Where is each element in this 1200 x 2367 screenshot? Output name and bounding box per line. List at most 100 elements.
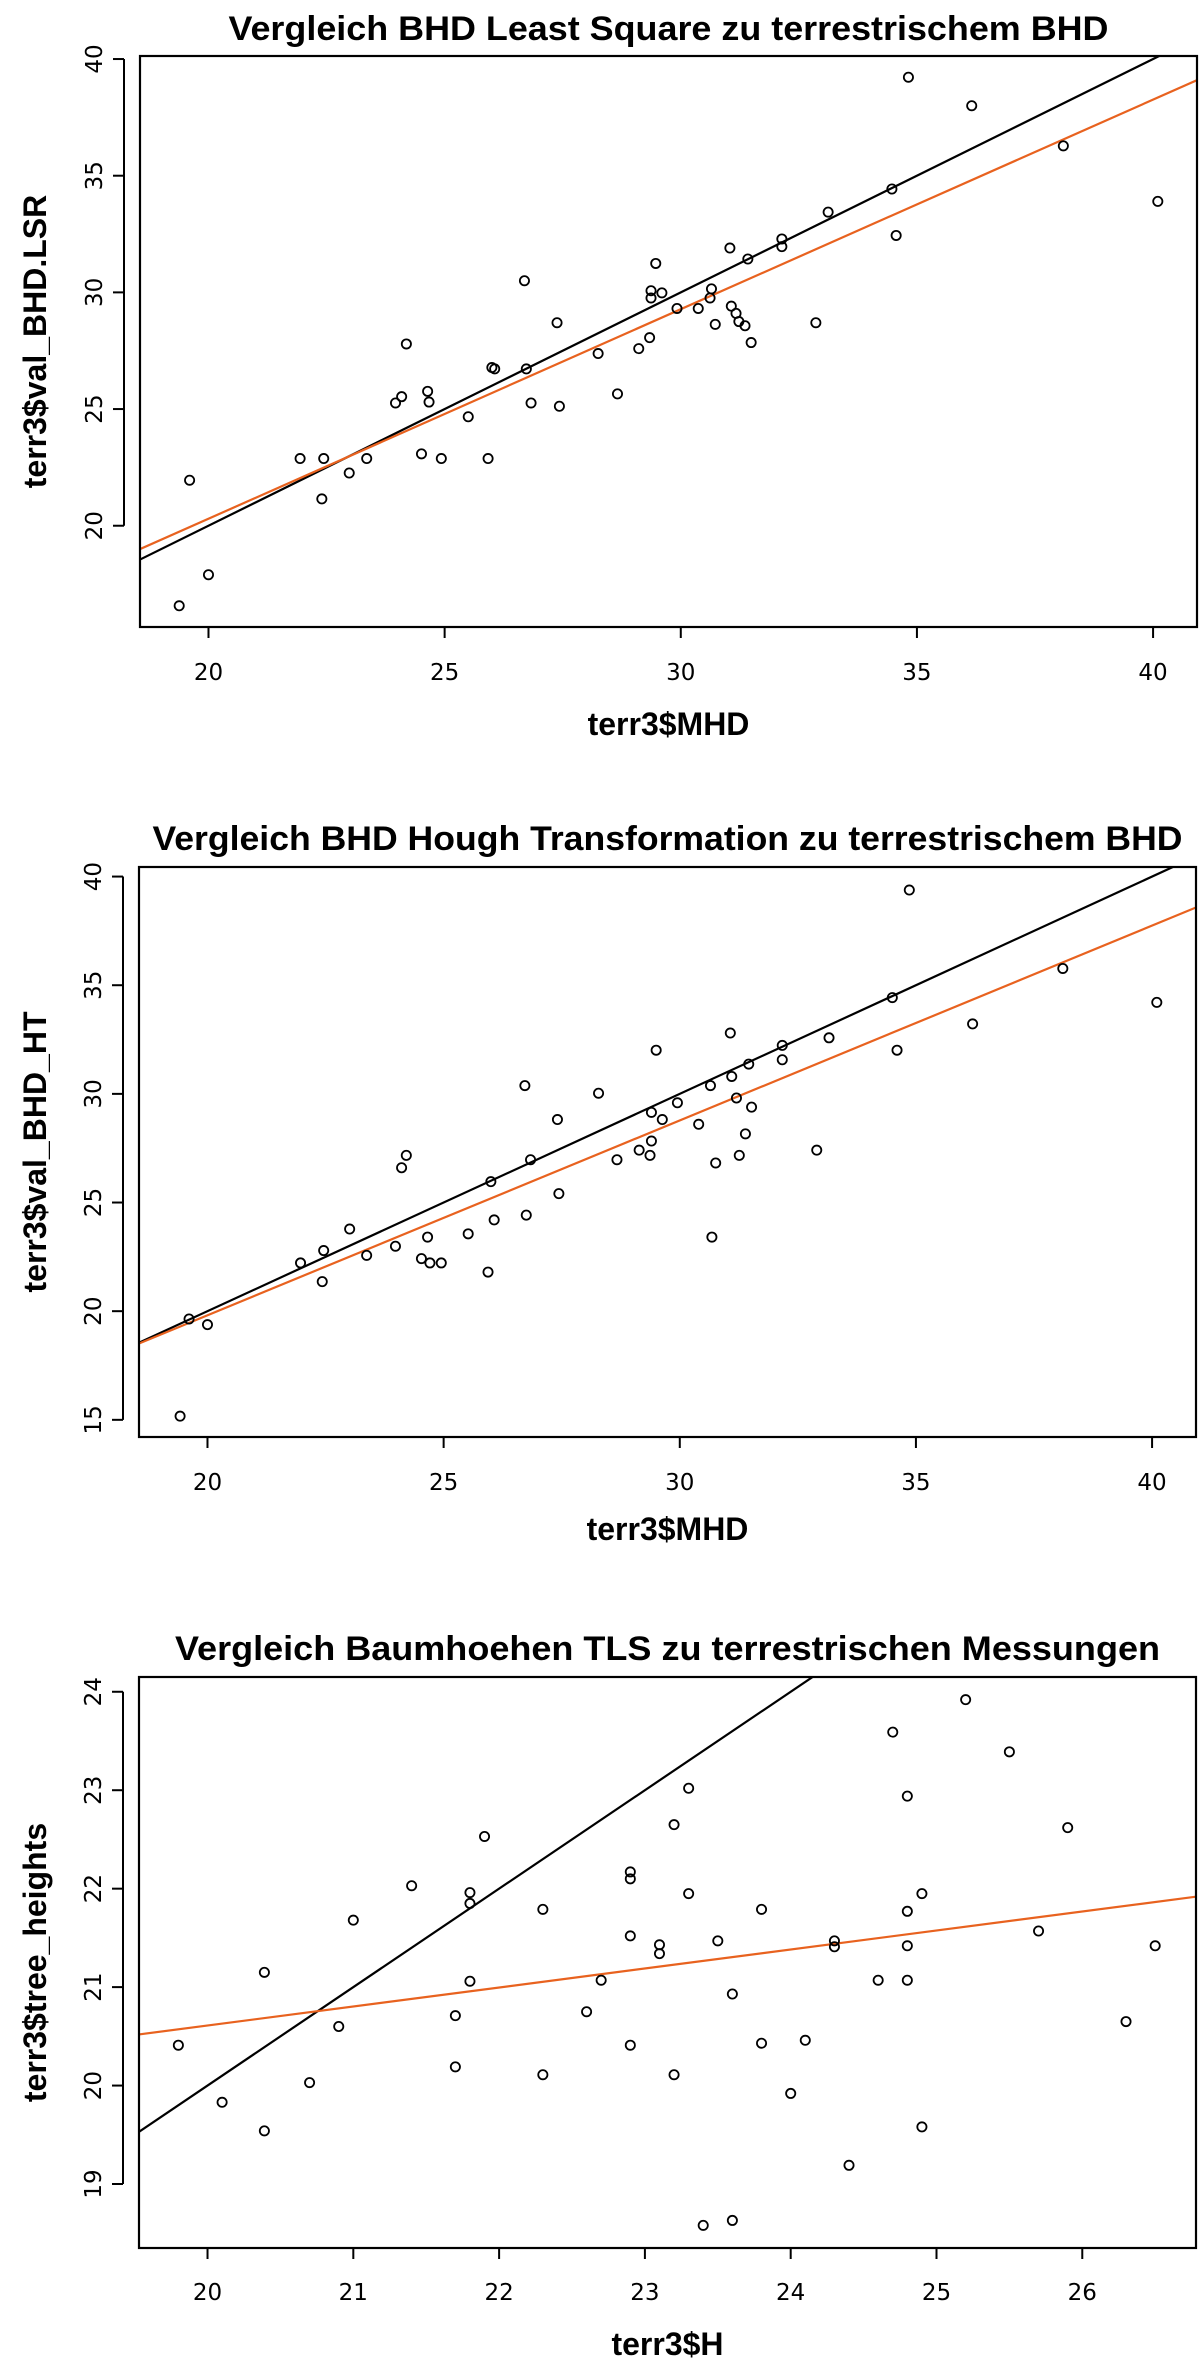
x-tick-label: 24 <box>776 2280 805 2306</box>
y-tick-label: 30 <box>82 278 108 307</box>
data-point <box>811 1144 823 1156</box>
data-point <box>611 1154 623 1166</box>
data-point <box>183 1313 195 1325</box>
data-point <box>671 302 683 314</box>
data-point <box>890 229 902 241</box>
y-tick-label: 40 <box>82 44 108 73</box>
x-tick-label: 20 <box>194 660 223 686</box>
data-point <box>726 2214 738 2226</box>
data-point <box>671 1097 683 1109</box>
data-point <box>1152 195 1164 207</box>
data-point <box>344 1223 356 1235</box>
y-tick-label: 22 <box>81 1874 107 1903</box>
x-tick-label: 35 <box>901 1470 930 1496</box>
x-tick-label: 25 <box>430 660 459 686</box>
data-point <box>645 1106 657 1118</box>
x-tick-label: 30 <box>666 660 695 686</box>
data-point <box>901 1790 913 1802</box>
data-point <box>173 600 185 612</box>
data-point <box>318 1245 330 1257</box>
chart-title: Vergleich BHD Hough Transformation zu te… <box>153 820 1183 858</box>
data-point <box>415 448 427 460</box>
data-point <box>592 348 604 360</box>
data-point <box>730 1092 742 1104</box>
data-point <box>258 2125 270 2137</box>
data-point <box>756 2037 768 2049</box>
data-point <box>891 1044 903 1056</box>
data-point <box>482 1266 494 1278</box>
data-point <box>776 241 788 253</box>
data-point <box>424 1257 436 1269</box>
chart-3: Vergleich Baumhoehen TLS zu terrestrisch… <box>17 1630 1198 2362</box>
data-point <box>823 1032 835 1044</box>
data-point <box>423 396 435 408</box>
data-point <box>389 1240 401 1252</box>
data-point <box>551 317 563 329</box>
plot-frame <box>137 1675 1198 2250</box>
x-tick-label: 35 <box>902 660 931 686</box>
data-point <box>489 363 501 375</box>
data-point <box>966 100 978 112</box>
y-tick-label: 35 <box>81 971 107 1000</box>
y-tick-label: 21 <box>81 1972 107 2001</box>
data-point <box>756 1903 768 1915</box>
data-point <box>202 569 214 581</box>
y-tick-label: 23 <box>81 1776 107 1805</box>
data-point <box>645 285 657 297</box>
x-axis-label: terr3$MHD <box>588 706 750 742</box>
data-point <box>396 1162 408 1174</box>
y-tick-label: 20 <box>82 511 108 540</box>
data-point <box>520 363 532 375</box>
x-tick-label: 40 <box>1138 660 1167 686</box>
x-tick-label: 23 <box>630 2280 659 2306</box>
data-point <box>916 2121 928 2133</box>
data-point <box>174 1410 186 1422</box>
x-axis-label: terr3$H <box>611 2326 723 2362</box>
data-point <box>482 453 494 465</box>
data-point <box>449 2061 461 2073</box>
data-point <box>785 2087 797 2099</box>
data-point <box>724 242 736 254</box>
y-tick-label: 25 <box>82 394 108 423</box>
data-point <box>726 1070 738 1082</box>
data-point <box>488 1214 500 1226</box>
data-point <box>184 474 196 486</box>
y-axis-label: terr3$tree_heights <box>17 1823 53 2102</box>
data-point <box>683 1782 695 1794</box>
data-point <box>903 884 915 896</box>
data-point <box>709 318 721 330</box>
x-tick-label: 26 <box>1068 2280 1097 2306</box>
data-point <box>1151 996 1163 1008</box>
data-point <box>828 1941 840 1953</box>
x-tick-label: 21 <box>339 2280 368 2306</box>
plot-frame <box>138 54 1199 629</box>
data-point <box>653 1939 665 1951</box>
data-point <box>462 1228 474 1240</box>
data-point <box>901 1905 913 1917</box>
data-point <box>901 1940 913 1952</box>
data-point <box>611 388 623 400</box>
data-point <box>1033 1925 1045 1937</box>
data-point <box>668 1819 680 1831</box>
data-point <box>901 1974 913 1986</box>
data-point <box>172 2039 184 2051</box>
chart-title: Vergleich BHD Least Square zu terrestris… <box>229 10 1109 48</box>
data-point <box>739 1128 751 1140</box>
data-point <box>886 183 898 195</box>
y-tick-label: 24 <box>81 1677 107 1706</box>
data-point <box>518 275 530 287</box>
data-point <box>435 453 447 465</box>
data-point <box>656 1114 668 1126</box>
data-point <box>318 453 330 465</box>
data-point <box>581 2006 593 2018</box>
x-tick-label: 20 <box>193 1470 222 1496</box>
data-point <box>551 1114 563 1126</box>
data-point <box>449 2010 461 2022</box>
chart-1: Vergleich BHD Least Square zu terrestris… <box>17 10 1199 742</box>
data-point <box>726 1988 738 2000</box>
x-tick-label: 40 <box>1137 1470 1166 1496</box>
x-tick-label: 22 <box>484 2280 513 2306</box>
x-tick-label: 25 <box>429 1470 458 1496</box>
data-point <box>201 1319 213 1331</box>
data-point <box>705 283 717 295</box>
